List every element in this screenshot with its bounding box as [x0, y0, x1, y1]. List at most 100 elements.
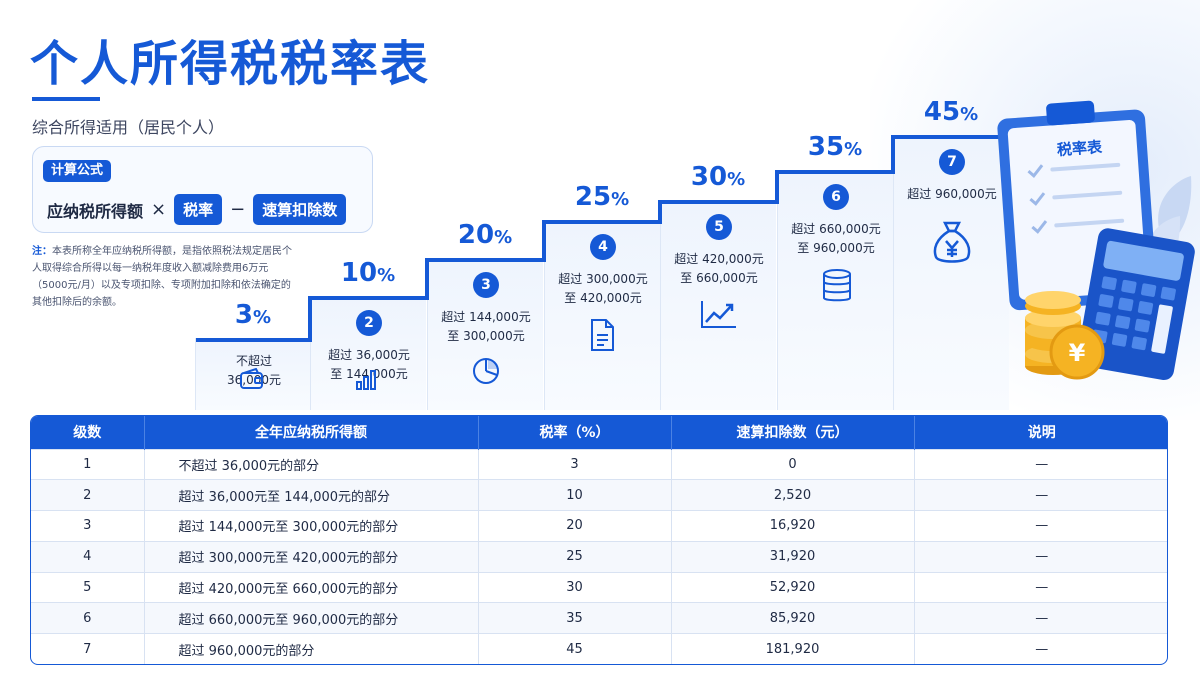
page-subtitle: 综合所得适用（居民个人） [32, 118, 225, 137]
formula-tag: 计算公式 [43, 160, 112, 182]
coin-yen-symbol: ¥ [1069, 339, 1086, 367]
income-range-line1: 超过 144,000元 [441, 310, 531, 324]
cell-deduction: 52,920 [671, 571, 915, 603]
clipboard-calculator-illustration: 税率表 ¥ [997, 100, 1195, 381]
income-range-line2: 至 960,000元 [797, 241, 875, 255]
cell-deduction: 16,920 [671, 510, 915, 542]
header-level: 级数 [31, 416, 145, 449]
step-top-line [894, 135, 1009, 139]
cell-note: — [914, 479, 1167, 511]
cell-income: 超过 36,000元至 144,000元的部分 [144, 479, 479, 511]
income-range-line1: 不超过 [235, 354, 272, 368]
table-row: 6 超过 660,000元至 960,000元的部分 35 85,920— [31, 602, 1167, 634]
table-row: 2 超过 36,000元至 144,000元的部分 10 2,520— [31, 479, 1167, 511]
cell-rate: 20 [478, 510, 672, 542]
stair-step-5: 5 超过 420,000元至 660,000元 [658, 200, 777, 410]
income-range: 超过 660,000元至 960,000元 [778, 220, 894, 258]
formula-box: 计算公式 应纳税所得额 × 税率 − 速算扣除数 [32, 146, 373, 233]
cell-income: 超过 660,000元至 960,000元的部分 [144, 602, 479, 634]
bar-chart-icon [354, 368, 380, 394]
cell-note: — [914, 540, 1167, 573]
cell-level: 1 [31, 448, 145, 480]
income-range-line2: 至 144,000元 [330, 367, 408, 381]
tax-rate-percent: % [253, 307, 272, 328]
cell-level: 4 [31, 540, 145, 573]
step-top-line [311, 296, 426, 300]
cell-deduction: 181,920 [671, 633, 915, 664]
step-riser [425, 258, 429, 300]
income-range-line1: 超过 660,000元 [791, 222, 881, 236]
tax-rate-label: 25% [544, 182, 660, 212]
cell-income: 超过 960,000元的部分 [144, 633, 479, 664]
cell-deduction: 0 [671, 448, 915, 480]
cell-rate: 3 [478, 448, 672, 480]
cell-note: — [914, 602, 1167, 634]
calculator-icon [1077, 228, 1195, 381]
clipboard-label: 税率表 [1056, 138, 1103, 159]
formula-income: 应纳税所得额 [47, 201, 144, 221]
tax-rate-value: 30 [690, 162, 728, 192]
income-range: 超过 420,000元至 660,000元 [661, 250, 777, 288]
tax-rate-label: 20% [427, 220, 543, 250]
table-row: 1 不超过 36,000元的部分 3 0— [31, 448, 1167, 480]
cell-rate: 35 [478, 602, 672, 634]
cell-note: — [914, 448, 1167, 480]
cell-level: 6 [31, 602, 145, 634]
income-range-line1: 超过 420,000元 [674, 252, 764, 266]
income-range: 超过 300,000元至 420,000元 [545, 270, 661, 308]
tax-rate-percent: % [727, 169, 746, 190]
tax-rate-percent: % [960, 104, 979, 125]
header-deduction: 速算扣除数（元） [671, 416, 915, 449]
step-top-line [428, 258, 543, 262]
cell-level: 3 [31, 510, 145, 542]
stair-step-2: 2 超过 36,000元至 144,000元 [308, 296, 427, 410]
tax-rate-value: 20 [457, 220, 495, 250]
cell-note: — [914, 633, 1167, 664]
cell-income: 超过 144,000元至 300,000元的部分 [144, 510, 479, 542]
table-row: 7 超过 960,000元的部分 45 181,920— [31, 633, 1167, 664]
income-range: 超过 144,000元至 300,000元 [428, 308, 544, 346]
tax-rate-table: 级数 全年应纳税所得额 税率（%） 速算扣除数（元） 说明 1 不超过 36,00… [30, 415, 1168, 665]
stair-step-1: 不超过 36,000元 [195, 338, 311, 410]
step-riser [542, 220, 546, 262]
level-badge: 5 [706, 214, 732, 240]
cell-note: — [914, 510, 1167, 542]
income-range: 超过 36,000元至 144,000元 [311, 346, 427, 384]
table-row: 3 超过 144,000元至 300,000元的部分 20 16,920— [31, 510, 1167, 542]
cell-rate: 25 [478, 540, 672, 573]
stair-step-4: 4 超过 300,000元至 420,000元 [542, 220, 661, 410]
cell-rate: 45 [478, 633, 672, 664]
income-range-line2: 至 420,000元 [564, 291, 642, 305]
step-riser [891, 135, 895, 174]
footnote-label: 注： [32, 246, 52, 257]
title-underline [32, 97, 100, 101]
header-income: 全年应纳税所得额 [144, 416, 479, 449]
cell-deduction: 2,520 [671, 479, 915, 511]
formula-deduction-chip: 速算扣除数 [253, 194, 347, 225]
cell-income: 超过 300,000元至 420,000元的部分 [144, 540, 479, 573]
formula-times: × [151, 199, 167, 220]
cell-income: 不超过 36,000元的部分 [144, 448, 479, 480]
coin-stack-icon [821, 268, 853, 308]
tax-rate-value: 45 [923, 97, 961, 127]
income-range-line2: 至 660,000元 [680, 271, 758, 285]
cell-rate: 10 [478, 479, 672, 511]
coin-stack-illustration [1025, 291, 1105, 380]
money-bag-icon [930, 219, 974, 271]
tax-rate-percent: % [611, 189, 630, 210]
tax-rate-percent: % [844, 139, 863, 160]
stair-step-6: 6 超过 660,000元至 960,000元 [775, 170, 894, 410]
tax-rate-label: 3% [195, 300, 311, 330]
income-range: 超过 960,000元 [894, 185, 1010, 204]
cell-deduction: 85,920 [671, 602, 915, 634]
income-range-line1: 超过 36,000元 [328, 348, 410, 362]
step-top-line [661, 200, 776, 204]
level-badge: 7 [939, 149, 965, 175]
header-rate: 税率（%） [478, 416, 672, 449]
cell-note: — [914, 571, 1167, 603]
tax-rate-label: 30% [660, 162, 776, 192]
tax-rate-percent: % [494, 227, 513, 248]
trend-up-icon [699, 298, 739, 334]
level-badge: 6 [823, 184, 849, 210]
pie-chart-icon [471, 356, 501, 390]
